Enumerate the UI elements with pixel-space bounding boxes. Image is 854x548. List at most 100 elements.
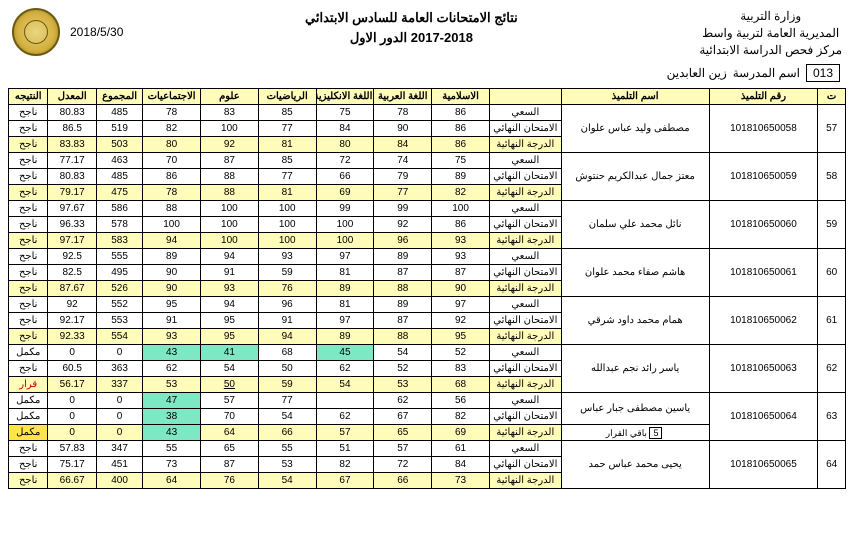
- cell-total: 552: [96, 297, 142, 313]
- cell-score: 93: [143, 329, 201, 345]
- cell-result: ناجح: [9, 121, 48, 137]
- cell-score: 82: [432, 409, 490, 425]
- cell-total: 554: [96, 329, 142, 345]
- directorate-block: وزارة التربية المديرية العامة لتربية واس…: [699, 8, 842, 58]
- th-total: المجموع: [96, 89, 142, 105]
- cell-score: 55: [258, 441, 316, 457]
- cell-row-type: الامتحان النهائي: [489, 457, 561, 473]
- cell-row-type: الدرجة النهائية: [489, 185, 561, 201]
- th-arabic: اللغة العربية: [374, 89, 432, 105]
- ministry-logo-icon: [12, 8, 60, 56]
- cell-result: ناجح: [9, 169, 48, 185]
- th-islamic: الاسلامية: [432, 89, 490, 105]
- cell-row-type: الامتحان النهائي: [489, 169, 561, 185]
- cell-seq: 61: [818, 297, 846, 345]
- cell-student-id: 101810650063: [709, 345, 818, 393]
- cell-result: مكمل: [9, 425, 48, 441]
- cell-row-type: السعي: [489, 393, 561, 409]
- cell-total: 475: [96, 185, 142, 201]
- cell-avg: 66.67: [48, 473, 97, 489]
- cell-score: 83: [432, 361, 490, 377]
- cell-score: 52: [374, 361, 432, 377]
- cell-row-type: السعي: [489, 201, 561, 217]
- cell-score: 89: [316, 329, 374, 345]
- cell-score: 81: [258, 137, 316, 153]
- cell-score: 76: [200, 473, 258, 489]
- cell-result: ناجح: [9, 457, 48, 473]
- cell-avg: 60.5: [48, 361, 97, 377]
- cell-score: 38: [143, 409, 201, 425]
- cell-score: 52: [432, 345, 490, 361]
- center-line: مركز فحص الدراسة الابتدائية: [699, 42, 842, 59]
- cell-score: 100: [432, 201, 490, 217]
- title-block: نتائج الامتحانات العامة للسادس الابتدائي…: [305, 8, 518, 47]
- cell-score: 59: [258, 265, 316, 281]
- cell-result: ناجح: [9, 281, 48, 297]
- cell-student-name: نائل محمد علي سلمان: [561, 201, 709, 249]
- cell-score: 57: [316, 425, 374, 441]
- cell-score: 62: [316, 361, 374, 377]
- cell-score: 76: [258, 281, 316, 297]
- cell-score: 86: [143, 169, 201, 185]
- cell-total: 0: [96, 393, 142, 409]
- cell-row-type: الدرجة النهائية: [489, 473, 561, 489]
- cell-score: 77: [374, 185, 432, 201]
- cell-row-type: الدرجة النهائية: [489, 377, 561, 393]
- cell-result: مكمل: [9, 393, 48, 409]
- table-row: 64101810650065يحيى محمد عباس حمدالسعي615…: [9, 441, 846, 457]
- cell-result: ناجح: [9, 105, 48, 121]
- cell-score: 54: [258, 473, 316, 489]
- cell-score: 89: [316, 281, 374, 297]
- cell-avg: 92.17: [48, 313, 97, 329]
- cell-row-type: السعي: [489, 153, 561, 169]
- cell-score: 72: [374, 457, 432, 473]
- cell-avg: 80.83: [48, 105, 97, 121]
- cell-score: 75: [316, 105, 374, 121]
- cell-score: 90: [143, 281, 201, 297]
- cell-avg: 56.17: [48, 377, 97, 393]
- cell-score: 77: [258, 393, 316, 409]
- cell-result: مكمل: [9, 345, 48, 361]
- cell-result: ناجح: [9, 265, 48, 281]
- cell-score: 64: [200, 425, 258, 441]
- cell-score: 81: [316, 265, 374, 281]
- cell-score: 65: [374, 425, 432, 441]
- cell-score: 54: [258, 409, 316, 425]
- cell-score: 82: [316, 457, 374, 473]
- cell-student-name: معتز جمال عبدالكريم حنتوش: [561, 153, 709, 201]
- cell-student-id: 101810650064: [709, 393, 818, 441]
- cell-total: 337: [96, 377, 142, 393]
- cell-score: 69: [316, 185, 374, 201]
- cell-score: 86: [432, 137, 490, 153]
- cell-total: 400: [96, 473, 142, 489]
- cell-score: 89: [143, 249, 201, 265]
- cell-score: 84: [374, 137, 432, 153]
- cell-avg: 97.67: [48, 201, 97, 217]
- th-avg: المعدل: [48, 89, 97, 105]
- table-row: 58101810650059معتز جمال عبدالكريم حنتوشا…: [9, 153, 846, 169]
- cell-avg: 0: [48, 425, 97, 441]
- cell-score: 97: [432, 297, 490, 313]
- table-row: 63101810650064ياسين مصطفى جبار عباسالسعي…: [9, 393, 846, 409]
- cell-row-type: السعي: [489, 297, 561, 313]
- cell-score: 75: [432, 153, 490, 169]
- cell-score: 70: [200, 409, 258, 425]
- cell-score: 93: [432, 233, 490, 249]
- th-math: الرياضيات: [258, 89, 316, 105]
- cell-total: 553: [96, 313, 142, 329]
- cell-score: 97: [316, 313, 374, 329]
- cell-score: 100: [258, 201, 316, 217]
- cell-result: ناجح: [9, 201, 48, 217]
- cell-total: 503: [96, 137, 142, 153]
- cell-score: 91: [200, 265, 258, 281]
- cell-avg: 79.17: [48, 185, 97, 201]
- cell-avg: 77.17: [48, 153, 97, 169]
- cell-score: 54: [316, 377, 374, 393]
- school-name: زين العابدين: [667, 66, 727, 80]
- cell-score: 68: [432, 377, 490, 393]
- cell-score: 90: [143, 265, 201, 281]
- ministry-line: وزارة التربية: [699, 8, 842, 25]
- th-social: الاجتماعيات: [143, 89, 201, 105]
- cell-score: 47: [143, 393, 201, 409]
- cell-total: 586: [96, 201, 142, 217]
